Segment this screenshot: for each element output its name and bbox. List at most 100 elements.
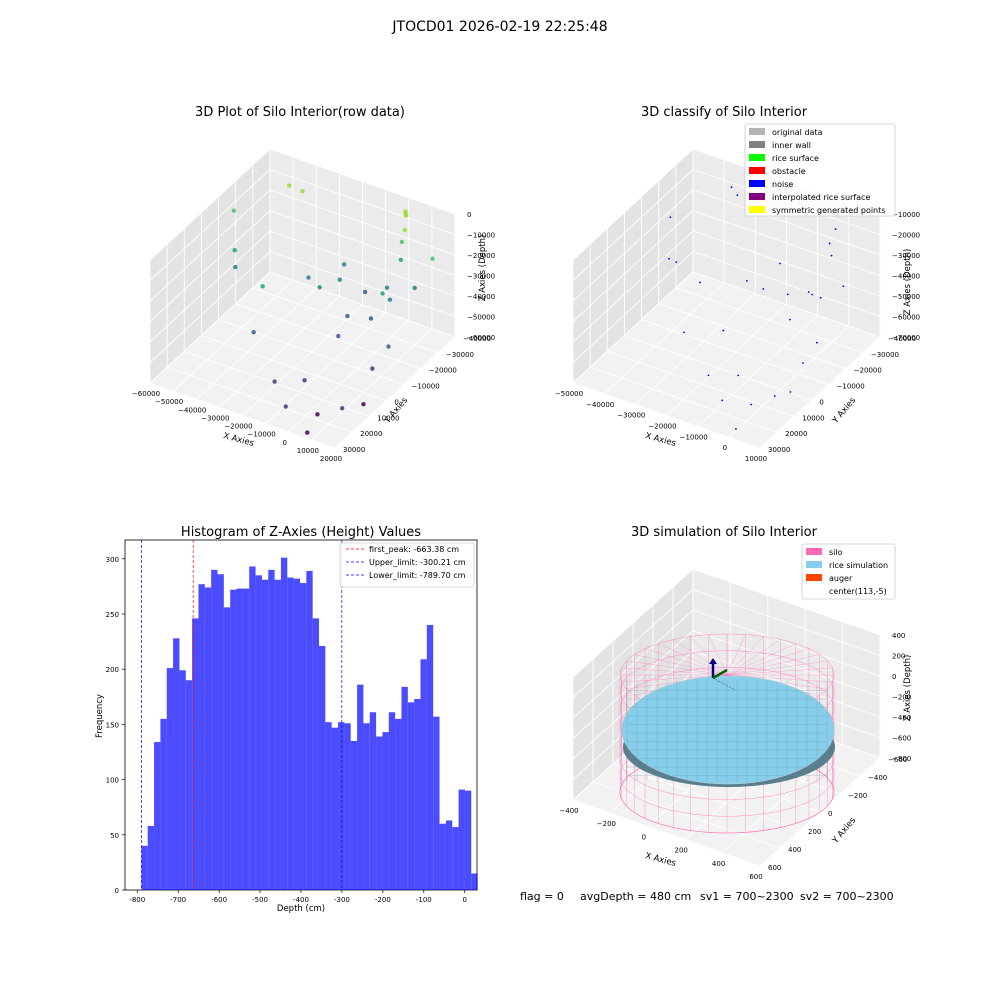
noise-point [773, 395, 776, 397]
histogram-bar [242, 588, 250, 890]
legend-label: center(113,-5) [829, 587, 887, 596]
histogram-bar [160, 718, 167, 890]
raw-data-point [384, 285, 390, 290]
raw-grid-line [149, 210, 271, 322]
y-tick-label: 200 [106, 666, 119, 674]
legend-swatch [806, 548, 822, 555]
simulation-grid-line [692, 609, 881, 677]
silo-roof-spoke [621, 667, 728, 676]
silo-roof-spoke [634, 654, 728, 676]
simulation-x-tick-label: 600 [749, 873, 762, 881]
raw-data-point [305, 430, 310, 435]
simulation-z-tick-label: 400 [892, 632, 905, 640]
simulation-ticks: −400 −200 0 200 400 600 −600 −400 −200 0 200 400 600… [559, 632, 911, 881]
classify-scatter-zlabel: Z Axies (Depth) [903, 249, 913, 316]
classify-y-tick-label: −20000 [854, 367, 882, 375]
simulation-y-tick-label: 200 [808, 828, 821, 836]
noise-point [786, 293, 789, 296]
simulation-grid-line [572, 568, 694, 678]
noise-point [789, 318, 791, 321]
histogram-bar [357, 684, 364, 890]
legend-label: first_peak: -663.38 cm [369, 545, 459, 554]
raw-grid-line [201, 335, 387, 401]
noise-point [699, 281, 701, 284]
simulation-grid-line [572, 630, 694, 739]
raw-x-tick-label: 20000 [320, 455, 342, 463]
simulation-grid-line [612, 763, 801, 831]
legend-label: obstacle [772, 167, 806, 176]
simulation-z-tick-label: −400 [892, 714, 911, 722]
classify-z-tick-label: −60000 [892, 314, 920, 322]
raw-data-point [341, 262, 347, 267]
raw-grid-line [235, 303, 421, 370]
y-tick-label: 0 [115, 887, 119, 895]
raw-x-tick-label: −50000 [155, 398, 183, 406]
raw-grid-line [166, 366, 353, 433]
status-footer: flag = 0 avgDepth = 480 cm sv1 = 700~230… [520, 890, 894, 903]
raw-grid-line [311, 328, 433, 441]
histogram-legend-frame [339, 542, 475, 588]
y-tick-label: 100 [106, 777, 119, 785]
classify-z-tick-label: −50000 [892, 293, 920, 301]
classify-grid-line [572, 169, 694, 281]
histogram-bar [445, 820, 453, 890]
raw-data-point [232, 248, 237, 253]
classify-grid-line [572, 148, 694, 261]
histogram-reference-lines [141, 540, 343, 890]
raw-data-point [283, 404, 288, 409]
raw-scatter-title: 3D Plot of Silo Interior(row data) [195, 105, 405, 120]
raw-y-tick-label: −30000 [446, 351, 474, 359]
x-tick-label: 0 [462, 896, 466, 904]
legend-label: silo [829, 548, 843, 557]
legend-label: rice simulation [829, 561, 888, 570]
legend-swatch [806, 561, 822, 568]
classify-z-tick-label: −40000 [892, 273, 920, 281]
classify-scatter-ticks: −50000−40000−30000−20000−10000010000−400… [555, 211, 920, 463]
histogram-bar [198, 584, 205, 890]
simulation-y-tick-label: −400 [868, 774, 887, 782]
raw-data-point [340, 406, 345, 411]
classify-grid-line [572, 382, 761, 449]
auger-marker [709, 658, 736, 691]
histogram-bar [363, 723, 370, 890]
simulation-grid-line [572, 799, 761, 867]
raw-data-point [398, 257, 404, 262]
raw-data-point [233, 264, 238, 270]
legend-label: auger [829, 574, 853, 583]
raw-grid-line [334, 336, 456, 449]
simulation-x-tick-label: 0 [642, 833, 646, 841]
classify-scatter-title: 3D classify of Silo Interior [641, 105, 808, 120]
raw-grid-line [269, 148, 456, 215]
raw-data-point [231, 208, 237, 213]
simulation-y-tick-label: −600 [888, 756, 907, 764]
histogram-bar [331, 727, 339, 890]
histogram-bar [141, 845, 148, 890]
legend-label: original data [772, 128, 823, 137]
simulation-x-tick-label: 400 [712, 860, 725, 868]
noise-point [683, 331, 685, 334]
simulation-grid-line [592, 781, 781, 849]
noise-point [789, 391, 792, 393]
silo-roof-spoke [708, 634, 728, 676]
classify-grid-line [572, 230, 694, 343]
classify-x-tick-label: 0 [723, 444, 727, 452]
silo-roof-spoke [726, 648, 810, 676]
raw-y-tick-label: 20000 [360, 430, 382, 438]
sv2-text: sv2 = 700~2300 [800, 890, 894, 903]
classify-grid-line [635, 293, 756, 405]
raw-data-point [387, 297, 393, 302]
silo-roof-spoke [726, 634, 746, 676]
panel-classify-scatter: 3D classify of Silo Interior −50000 −4000… [555, 105, 920, 463]
silo-roof-spoke [673, 639, 728, 676]
legend-swatch [806, 574, 822, 581]
noise-point [736, 194, 739, 197]
simulation-y-tick-label: 400 [788, 846, 801, 854]
histogram-bar [382, 732, 389, 890]
raw-data-point [317, 285, 322, 290]
auger-axis-x [712, 677, 736, 691]
classify-grid-line [603, 282, 725, 395]
raw-data-point [315, 412, 320, 417]
raw-z-tick-label: −10000 [467, 232, 495, 240]
raw-data-point [336, 333, 341, 339]
